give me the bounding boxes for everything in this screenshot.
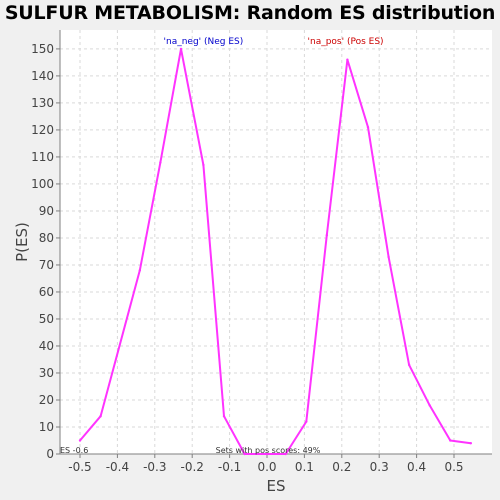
data-point [78,439,82,442]
data-point [222,414,226,418]
data-point [138,269,142,272]
data-point [202,163,205,167]
data-point [159,161,162,164]
annotations: 'na_neg' (Neg ES) 'na_pos' (Pos ES) [164,37,384,47]
y-tick-label: 130 [31,96,54,110]
y-tick-label: 100 [31,177,54,191]
x-tick-label: -0.5 [68,460,91,474]
data-point [346,58,349,61]
y-tick-label: 140 [31,69,54,83]
series-annotation: 'na_pos' (Pos ES) [308,37,384,47]
y-tick-label: 70 [39,258,54,272]
data-point [265,452,269,456]
y-tick-label: 20 [39,393,54,407]
pos-scores-footnote: Sets with pos scores: 49% [216,446,321,455]
y-tick-label: 80 [39,231,54,245]
axis-ticks: 0 10 20 30 40 50 60 70 80 90 100 110 120 130 140 150 -0.… [31,42,463,474]
y-tick-label: 120 [31,123,54,137]
data-point [469,441,473,445]
x-tick-label: 0.2 [332,460,351,474]
data-point [99,414,102,418]
y-tick-label: 150 [31,42,54,56]
data-point [387,255,390,259]
y-tick-label: 110 [31,150,54,164]
x-axis-label: ES [267,477,286,495]
es-footnote: ES -0.6 [60,446,88,455]
x-tick-label: 0.4 [407,460,426,474]
plot-background [60,30,492,454]
y-tick-label: 90 [39,204,54,218]
data-point [305,420,308,423]
x-tick-label: -0.1 [218,460,241,474]
y-tick-label: 60 [39,285,54,299]
series-group [78,47,473,456]
data-point [325,234,329,237]
data-point [179,47,183,51]
data-point [407,363,411,367]
data-point [449,439,452,442]
x-tick-label: 0.5 [444,460,463,474]
y-tick-label: 50 [39,312,54,326]
y-axis-label: P(ES) [13,222,31,262]
data-point [243,452,246,456]
x-tick-label: -0.4 [106,460,129,474]
y-tick-label: 0 [46,447,54,461]
x-tick-label: -0.2 [180,460,203,474]
data-point [366,126,370,129]
y-tick-label: 40 [39,339,54,353]
y-tick-label: 30 [39,366,54,380]
x-tick-label: 0.3 [370,460,389,474]
grid-lines [60,30,492,455]
series-annotation: 'na_neg' (Neg ES) [164,37,244,47]
y-tick-label: 10 [39,420,54,434]
data-point [284,452,287,456]
chart-title: SULFUR METABOLISM: Random ES distributio… [4,2,496,24]
x-tick-label: 0.0 [257,460,276,474]
data-point [428,404,431,407]
x-tick-label: 0.1 [295,460,314,474]
x-tick-label: -0.3 [143,460,166,474]
